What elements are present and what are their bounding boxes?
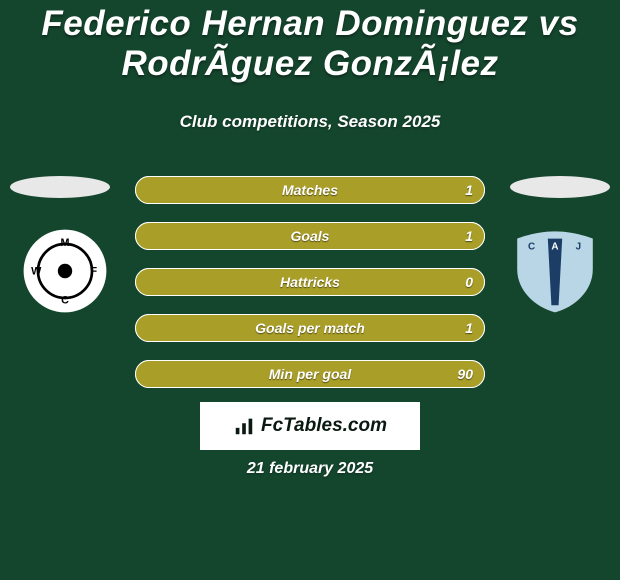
stat-row: Goals1	[135, 222, 485, 250]
footer-date: 21 february 2025	[0, 460, 620, 478]
subtitle: Club competitions, Season 2025	[0, 112, 620, 132]
fctables-text: FcTables.com	[261, 415, 387, 437]
stat-row: Hattricks0	[135, 268, 485, 296]
chart-icon	[233, 415, 255, 437]
svg-text:C: C	[61, 294, 69, 306]
stat-label: Goals	[135, 222, 485, 250]
svg-text:J: J	[576, 241, 582, 252]
svg-text:C: C	[528, 241, 535, 252]
stat-label: Matches	[135, 176, 485, 204]
stat-row: Matches1	[135, 176, 485, 204]
svg-text:M: M	[61, 237, 70, 249]
stat-label: Min per goal	[135, 360, 485, 388]
right-club-crest: C A J	[510, 226, 600, 316]
stat-value-right: 90	[457, 360, 473, 388]
stat-row: Goals per match1	[135, 314, 485, 342]
left-player-oval	[10, 176, 110, 198]
stat-value-right: 1	[465, 176, 473, 204]
stat-value-right: 0	[465, 268, 473, 296]
stat-label: Hattricks	[135, 268, 485, 296]
stat-value-right: 1	[465, 314, 473, 342]
page-title: Federico Hernan Dominguez vs RodrÃ­guez …	[0, 4, 620, 85]
stat-bars: Matches1Goals1Hattricks0Goals per match1…	[135, 176, 485, 406]
right-player-oval	[510, 176, 610, 198]
stat-value-right: 1	[465, 222, 473, 250]
stat-row: Min per goal90	[135, 360, 485, 388]
svg-text:F: F	[91, 266, 98, 278]
svg-text:W: W	[31, 266, 42, 278]
svg-text:A: A	[551, 241, 558, 252]
stat-label: Goals per match	[135, 314, 485, 342]
fctables-badge: FcTables.com	[200, 402, 420, 450]
left-club-crest: M W F C	[20, 226, 110, 316]
